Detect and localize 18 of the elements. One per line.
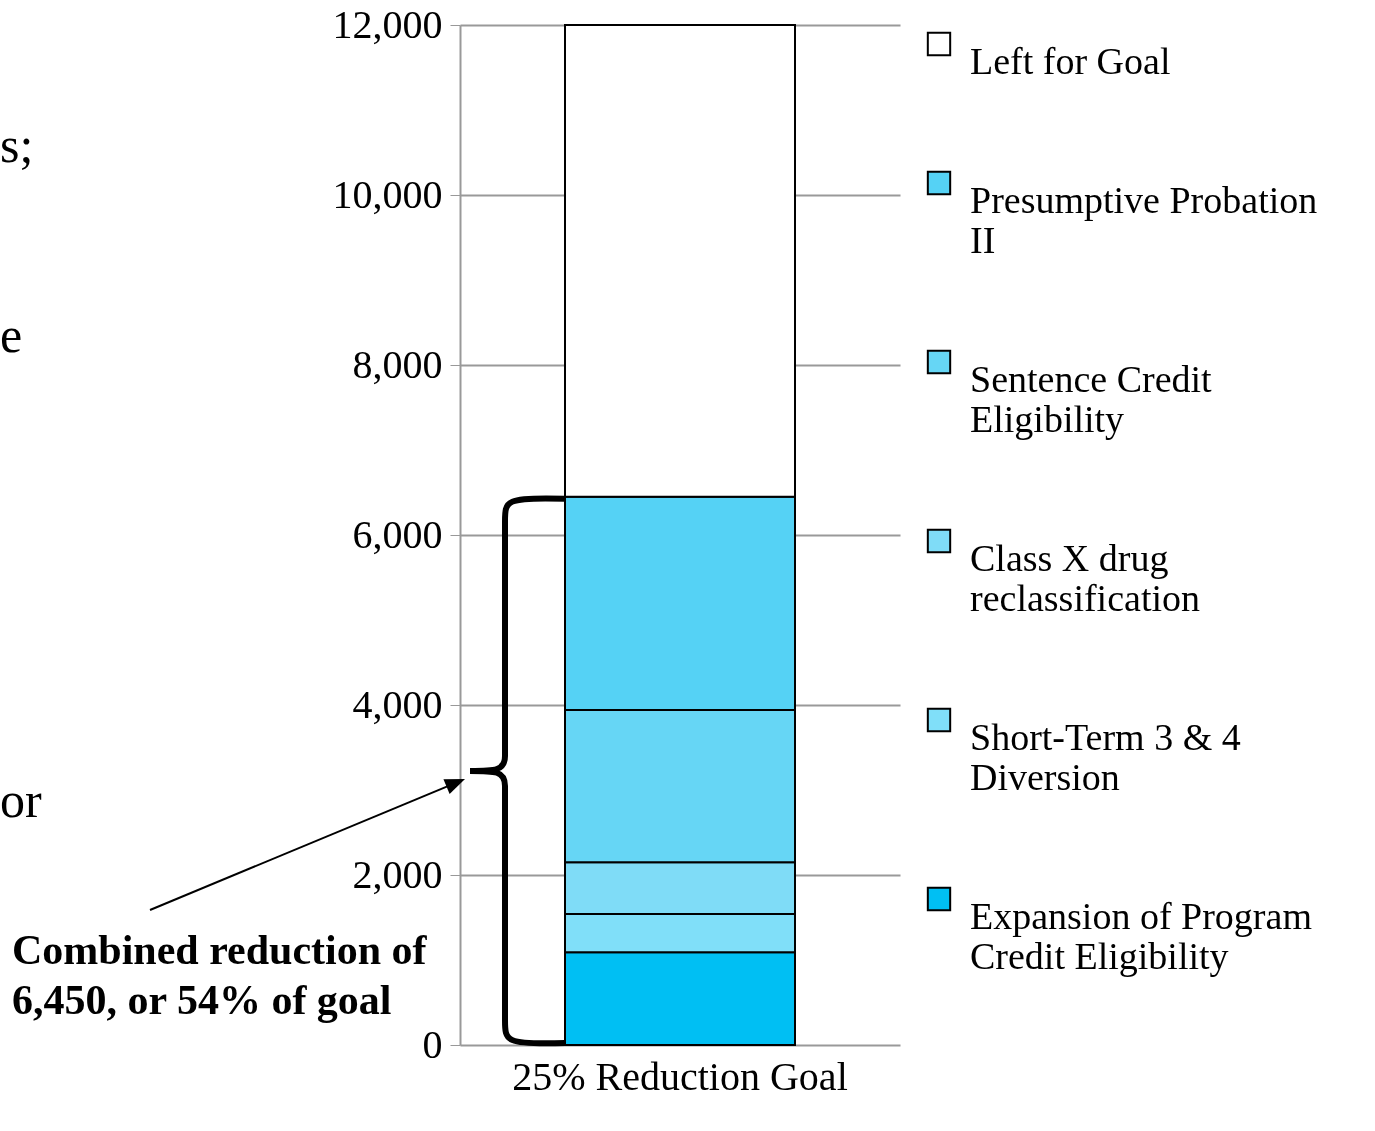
legend-label: Presumptive Probation II — [970, 179, 1318, 261]
legend-label: Short-Term 3 & 4 Diversion — [970, 716, 1241, 798]
y-tick-label: 10,000 — [332, 171, 443, 217]
y-tick-label: 6,000 — [352, 511, 443, 557]
y-tick-label: 4,000 — [352, 681, 443, 727]
legend-label: Expansion of Program Credit Eligibility — [970, 895, 1312, 977]
legend-label: Class X drug reclassification — [970, 537, 1201, 619]
x-tick-label: 25% Reduction Goal — [512, 1053, 848, 1099]
y-tick-label: 2,000 — [352, 851, 443, 897]
y-tick-label: 0 — [422, 1021, 443, 1067]
y-tick-label: 8,000 — [352, 341, 443, 387]
text: s; — [0, 116, 34, 175]
text: e — [0, 306, 23, 365]
y-tick-label: 12,000 — [332, 1, 443, 47]
legend-label: Left for Goal — [970, 40, 1171, 82]
legend-label: Sentence Credit Eligibility — [970, 358, 1213, 440]
text: or — [0, 771, 42, 830]
text: Combined reduction of 6,450, or 54% of goal — [12, 927, 427, 1024]
